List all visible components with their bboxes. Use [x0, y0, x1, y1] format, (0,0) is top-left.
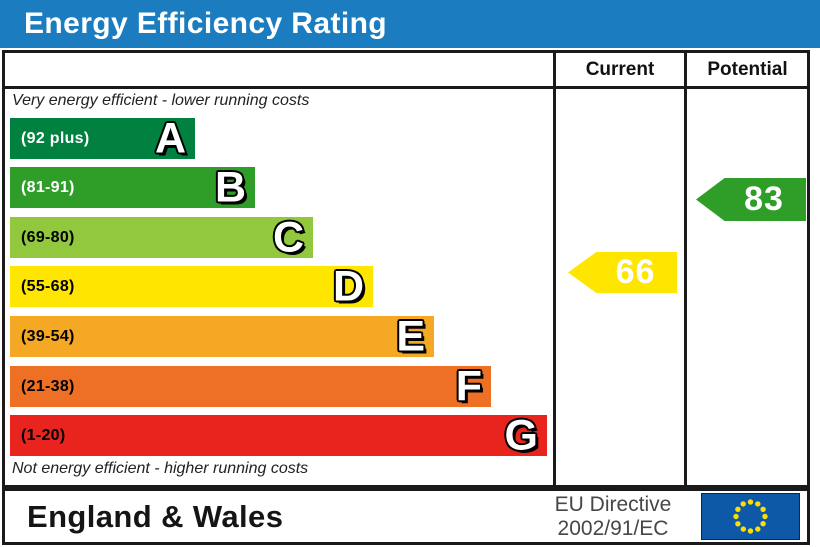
- top-caption: Very energy efficient - lower running co…: [12, 92, 310, 109]
- band-letter: E: [396, 312, 425, 360]
- bottom-caption: Not energy efficient - higher running co…: [12, 460, 309, 477]
- band-range-label: (39-54): [21, 327, 75, 345]
- eu-flag-icon: [701, 493, 800, 540]
- band-letter: C: [272, 213, 304, 261]
- rating-band-b: (81-91) B: [10, 163, 255, 211]
- header-row-divider: [2, 86, 810, 89]
- rating-band-a: (92 plus) A: [10, 114, 195, 162]
- footer: England & Wales EU Directive 2002/91/EC: [2, 488, 810, 545]
- band-letter: F: [455, 362, 482, 410]
- current-rating-value: 66: [615, 253, 656, 291]
- rating-band-f: (21-38) F: [10, 362, 491, 410]
- column-header-potential: Potential: [707, 59, 788, 80]
- column-divider-current: [553, 50, 556, 488]
- band-range-label: (92 plus): [21, 129, 90, 147]
- potential-rating-value: 83: [744, 180, 784, 218]
- eu-directive-line2: 2002/91/EC: [557, 516, 669, 540]
- title-bar: Energy Efficiency Rating: [0, 0, 820, 48]
- band-range-label: (1-20): [21, 426, 66, 444]
- column-header-current: Current: [585, 59, 655, 80]
- column-divider-potential: [684, 50, 687, 488]
- band-range-label: (69-80): [21, 228, 75, 246]
- rating-band-c: (69-80) C: [10, 213, 313, 261]
- band-letter: A: [154, 114, 186, 162]
- eu-directive-line1: EU Directive: [554, 492, 672, 516]
- band-range-label: (55-68): [21, 277, 75, 295]
- page-title: Energy Efficiency Rating: [24, 7, 388, 40]
- rating-band-e: (39-54) E: [10, 312, 434, 360]
- band-letter: B: [214, 163, 246, 211]
- region-label: England & Wales: [27, 498, 284, 534]
- band-letter: D: [332, 262, 364, 310]
- band-range-label: (81-91): [21, 178, 75, 196]
- band-range-label: (21-38): [21, 377, 75, 395]
- rating-band-g: (1-20) G: [10, 411, 547, 459]
- band-letter: G: [504, 411, 538, 459]
- eu-directive-label: EU Directive 2002/91/EC: [517, 493, 709, 541]
- rating-band-d: (55-68) D: [10, 262, 373, 310]
